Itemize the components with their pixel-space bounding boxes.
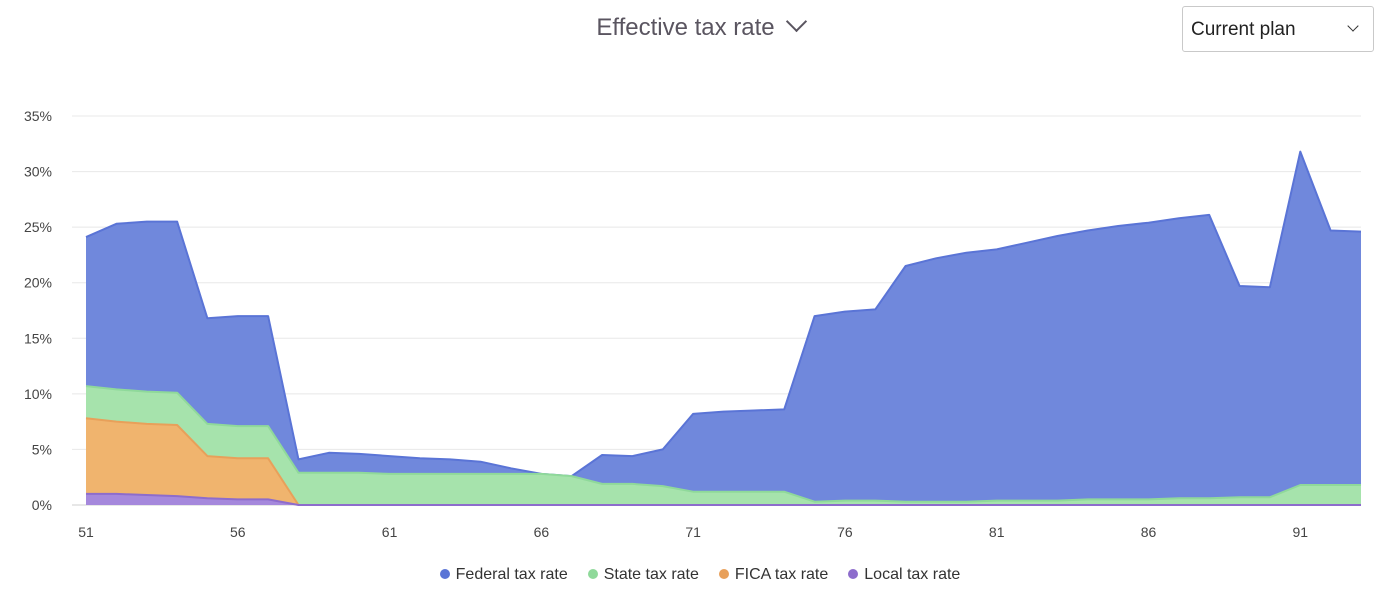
y-tick-label: 10% [24,386,52,402]
legend-dot-icon [587,569,598,579]
chart-title[interactable]: Effective tax rate [596,14,775,41]
chart-title-toggle[interactable]: Effective tax rate [0,10,1400,42]
line-state-tax-rate [85,385,1361,503]
y-tick-label: 15% [24,330,52,346]
legend-label: Local tax rate [864,566,961,583]
legend-dot-icon [718,569,729,579]
line-local-tax-rate [86,492,1361,506]
legend-item[interactable]: FICA tax rate [718,566,829,584]
x-tick-label: 91 [1292,524,1308,540]
x-tick-label: 51 [78,524,94,540]
x-tick-label: 71 [685,524,701,540]
plan-select[interactable]: Current plan [1182,6,1374,52]
plan-select-value: Current plan [1191,19,1296,40]
legend-item[interactable]: Federal tax rate [439,566,568,584]
y-tick-label: 35% [24,108,52,124]
line-federal-tax-rate [85,150,1362,478]
legend-label: State tax rate [603,566,699,583]
area-fica-tax-rate [86,418,1361,505]
chart-areas [85,150,1362,506]
chart-legend: Federal tax rate State tax rate FICA tax r… [0,566,1400,584]
legend-item[interactable]: State tax rate [587,566,699,584]
legend-label: Federal tax rate [455,566,568,583]
y-axis: 0% 5% 10% 15% 20% 25% 30% 35% [24,108,52,513]
area-state-tax-rate [86,386,1361,505]
y-tick-label: 25% [24,219,52,235]
x-tick-label: 76 [837,524,853,540]
area-federal-tax-rate [86,151,1361,502]
y-tick-label: 30% [24,164,52,180]
x-axis: 51 56 61 66 71 76 81 86 91 [78,524,1308,540]
y-tick-label: 20% [24,275,52,291]
x-tick-label: 56 [230,524,246,540]
legend-dot-icon [848,569,859,579]
x-tick-label: 86 [1141,524,1157,540]
legend-dot-icon [439,569,450,579]
legend-label: FICA tax rate [734,566,829,583]
y-tick-label: 0% [32,497,52,513]
x-tick-label: 66 [534,524,550,540]
tax-rate-chart: 0% 5% 10% 15% 20% 25% 30% 35% 51 56 61 66 71 76 81 86 9… [24,108,1362,540]
area-local-tax-rate [86,493,1361,505]
y-tick-label: 5% [32,441,52,457]
legend-item[interactable]: Local tax rate [848,566,960,584]
x-tick-label: 81 [989,524,1005,540]
x-tick-label: 61 [382,524,398,540]
